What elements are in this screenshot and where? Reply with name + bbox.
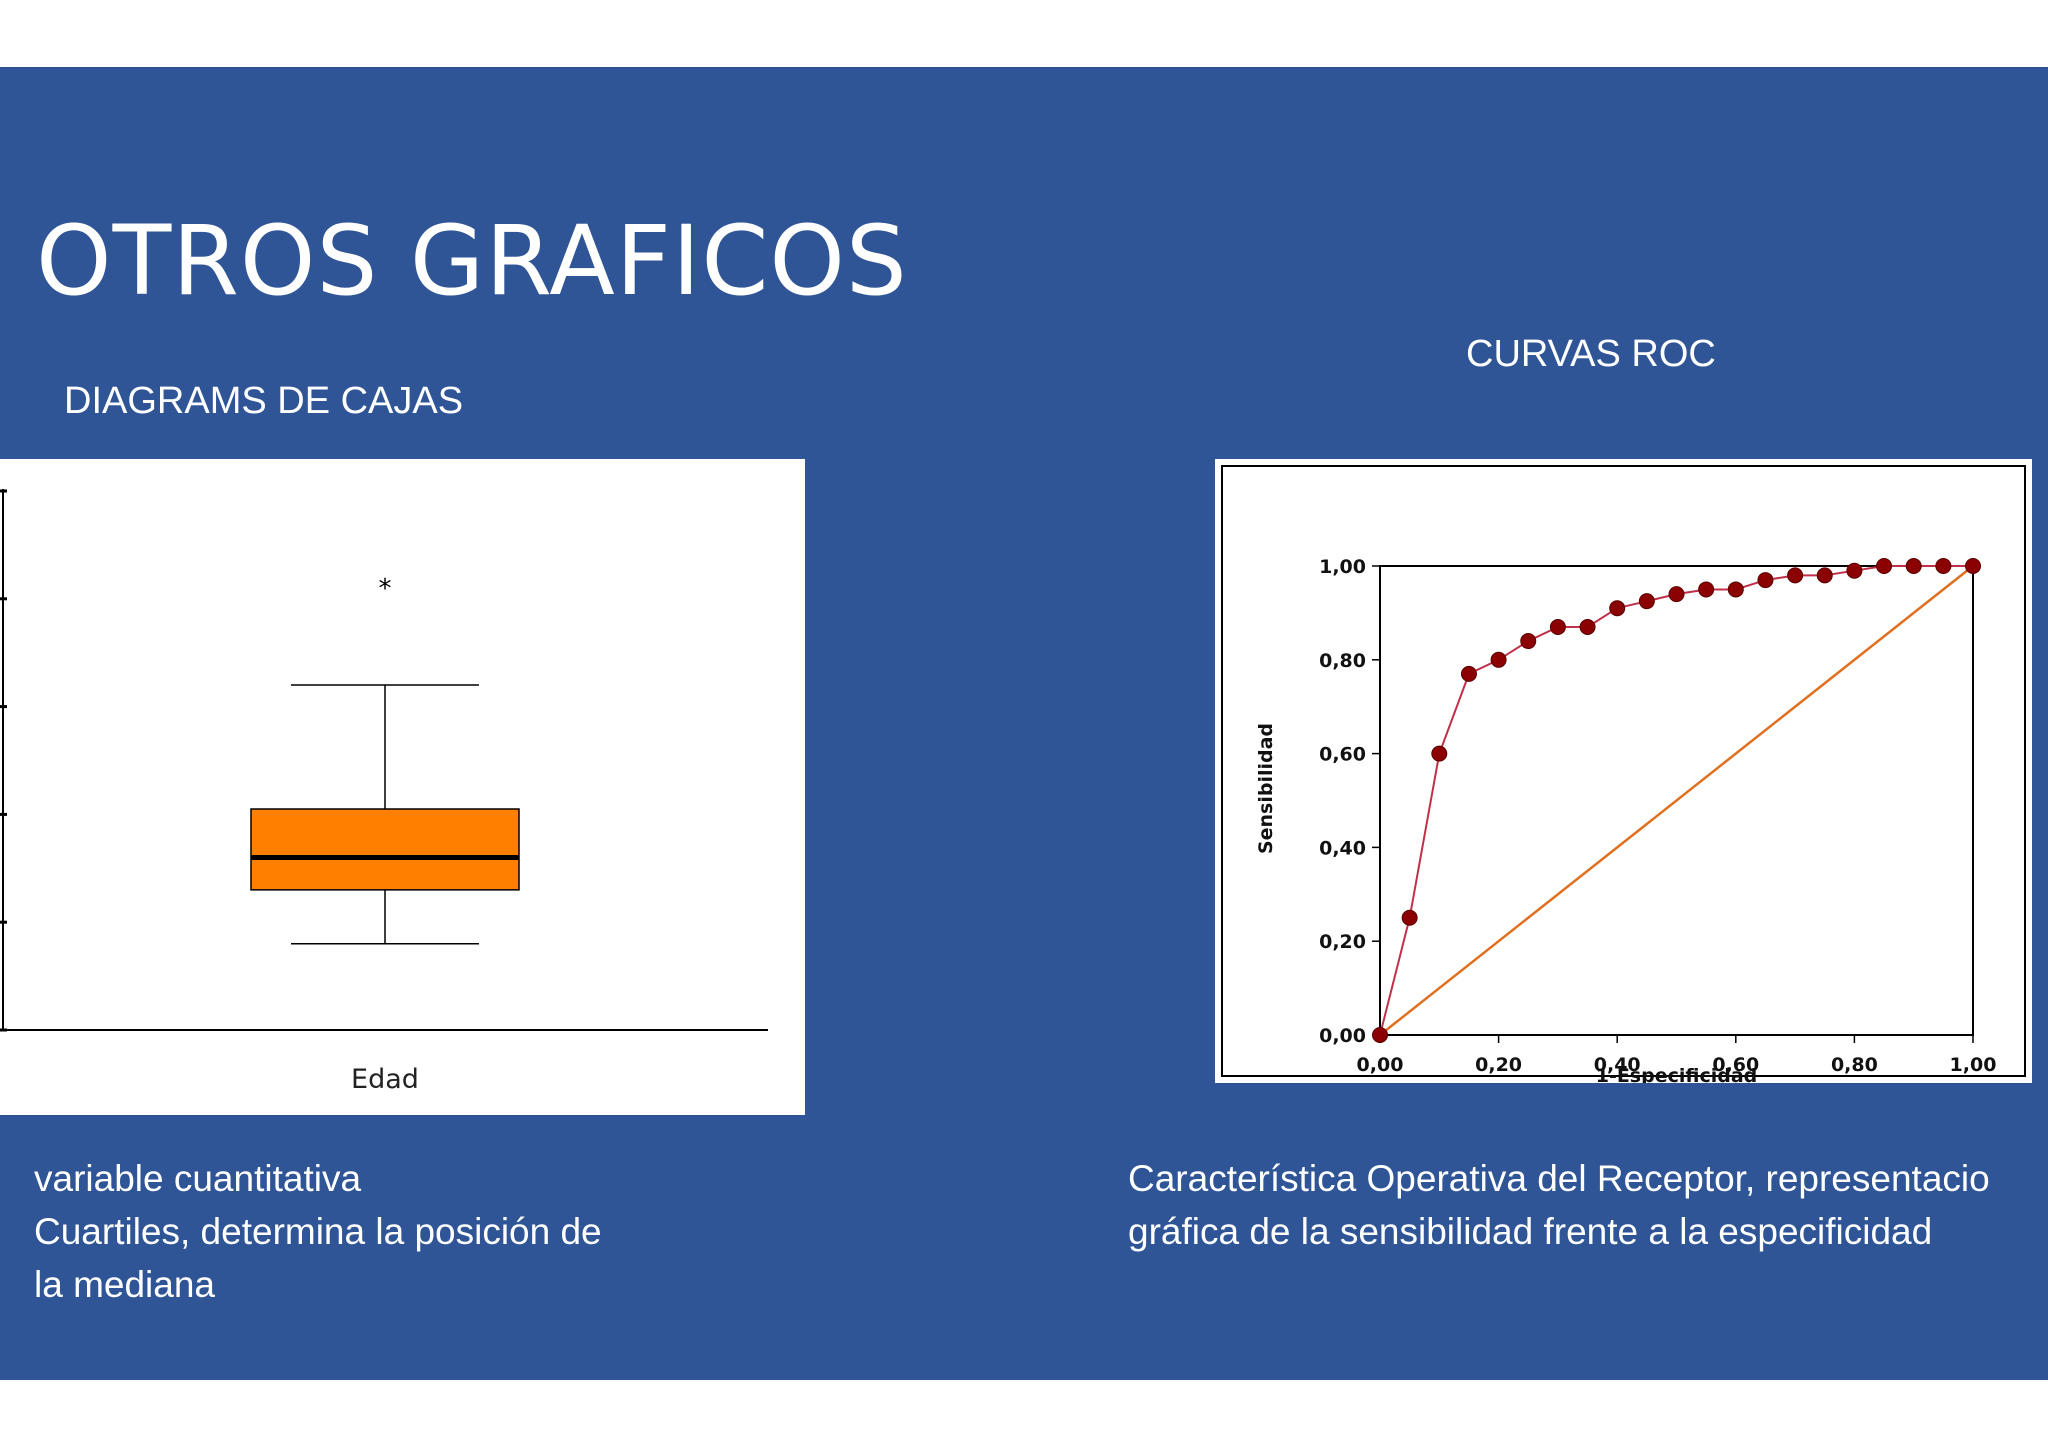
roc-point	[1490, 651, 1507, 668]
roc-point	[1727, 581, 1744, 598]
roc-point	[1935, 558, 1952, 574]
boxplot-caption-line-2: Cuartiles, determina la posición de	[34, 1211, 602, 1252]
x-axis-title: 1-Especificidad	[1596, 1065, 1758, 1083]
y-tick-label: 1,00	[1319, 556, 1366, 578]
roc-point	[1372, 1027, 1388, 1043]
x-tick-label: 1,00	[1950, 1054, 1997, 1076]
chart-border	[1221, 465, 2026, 1077]
y-axis-title: Sensibilidad	[1255, 723, 1277, 854]
slide: OTROS GRAFICOS DIAGRAMS DE CAJAS CURVAS …	[0, 67, 2048, 1380]
outlier-marker: *	[379, 574, 392, 604]
roc-point	[1460, 665, 1477, 682]
y-tick-label: 0,20	[1319, 931, 1366, 953]
y-tick-label: 0,60	[1319, 744, 1366, 766]
x-tick-label: 0,40	[1594, 1054, 1641, 1076]
roc-point	[1401, 909, 1418, 926]
y-tick-label: 0,80	[1319, 650, 1366, 672]
boxplot-caption-line-1: variable cuantitativa	[34, 1158, 362, 1199]
roc-point	[1579, 618, 1596, 635]
boxplot-chart: * Edad	[0, 489, 768, 1095]
roc-chart: 0,00 0,20 0,40 0,60 0,80 1,00 0,00 0,20 0,40 0,60…	[1221, 465, 2026, 1087]
roc-caption-line-1: Característica Operativa del Receptor, r…	[1128, 1158, 1990, 1199]
roc-point	[1520, 633, 1537, 650]
boxplot-caption-line-3: la mediana	[34, 1264, 216, 1305]
x-tick-label: 0,60	[1712, 1054, 1759, 1076]
box	[250, 808, 520, 891]
x-category-label: Edad	[351, 1064, 419, 1095]
boxplot-heading: DIAGRAMS DE CAJAS	[64, 380, 464, 422]
roc-panel: 0,00 0,20 0,40 0,60 0,80 1,00 0,00 0,20 0,40 0,60…	[1215, 459, 2032, 1087]
y-tick-label: 0,40	[1319, 837, 1366, 859]
y-tick-label: 0,00	[1319, 1025, 1366, 1047]
x-tick-label: 0,80	[1831, 1054, 1878, 1076]
roc-caption-line-2: gráfica de la sensibilidad frente a la e…	[1128, 1211, 1933, 1252]
roc-point	[1965, 558, 1981, 574]
roc-point	[1846, 562, 1863, 579]
boxplot-panel: * Edad	[0, 459, 805, 1115]
roc-point	[1787, 567, 1804, 584]
x-tick-label: 0,00	[1357, 1054, 1404, 1076]
roc-point	[1876, 558, 1893, 574]
roc-point	[1757, 572, 1774, 589]
roc-point	[1609, 600, 1626, 617]
x-tick-label: 0,20	[1475, 1054, 1522, 1076]
roc-point	[1698, 581, 1715, 598]
roc-point	[1905, 558, 1922, 574]
slide-title: OTROS GRAFICOS	[36, 205, 908, 317]
roc-heading: CURVAS ROC	[1466, 333, 1716, 375]
roc-point	[1816, 567, 1833, 584]
roc-point	[1549, 618, 1566, 635]
boxplot-caption: variable cuantitativa Cuartiles, determi…	[34, 1152, 734, 1311]
roc-point	[1638, 593, 1655, 610]
reference-diagonal-line	[1379, 565, 1974, 1036]
roc-caption: Característica Operativa del Receptor, r…	[1128, 1152, 2048, 1258]
roc-point	[1668, 586, 1685, 603]
roc-point	[1431, 745, 1448, 762]
